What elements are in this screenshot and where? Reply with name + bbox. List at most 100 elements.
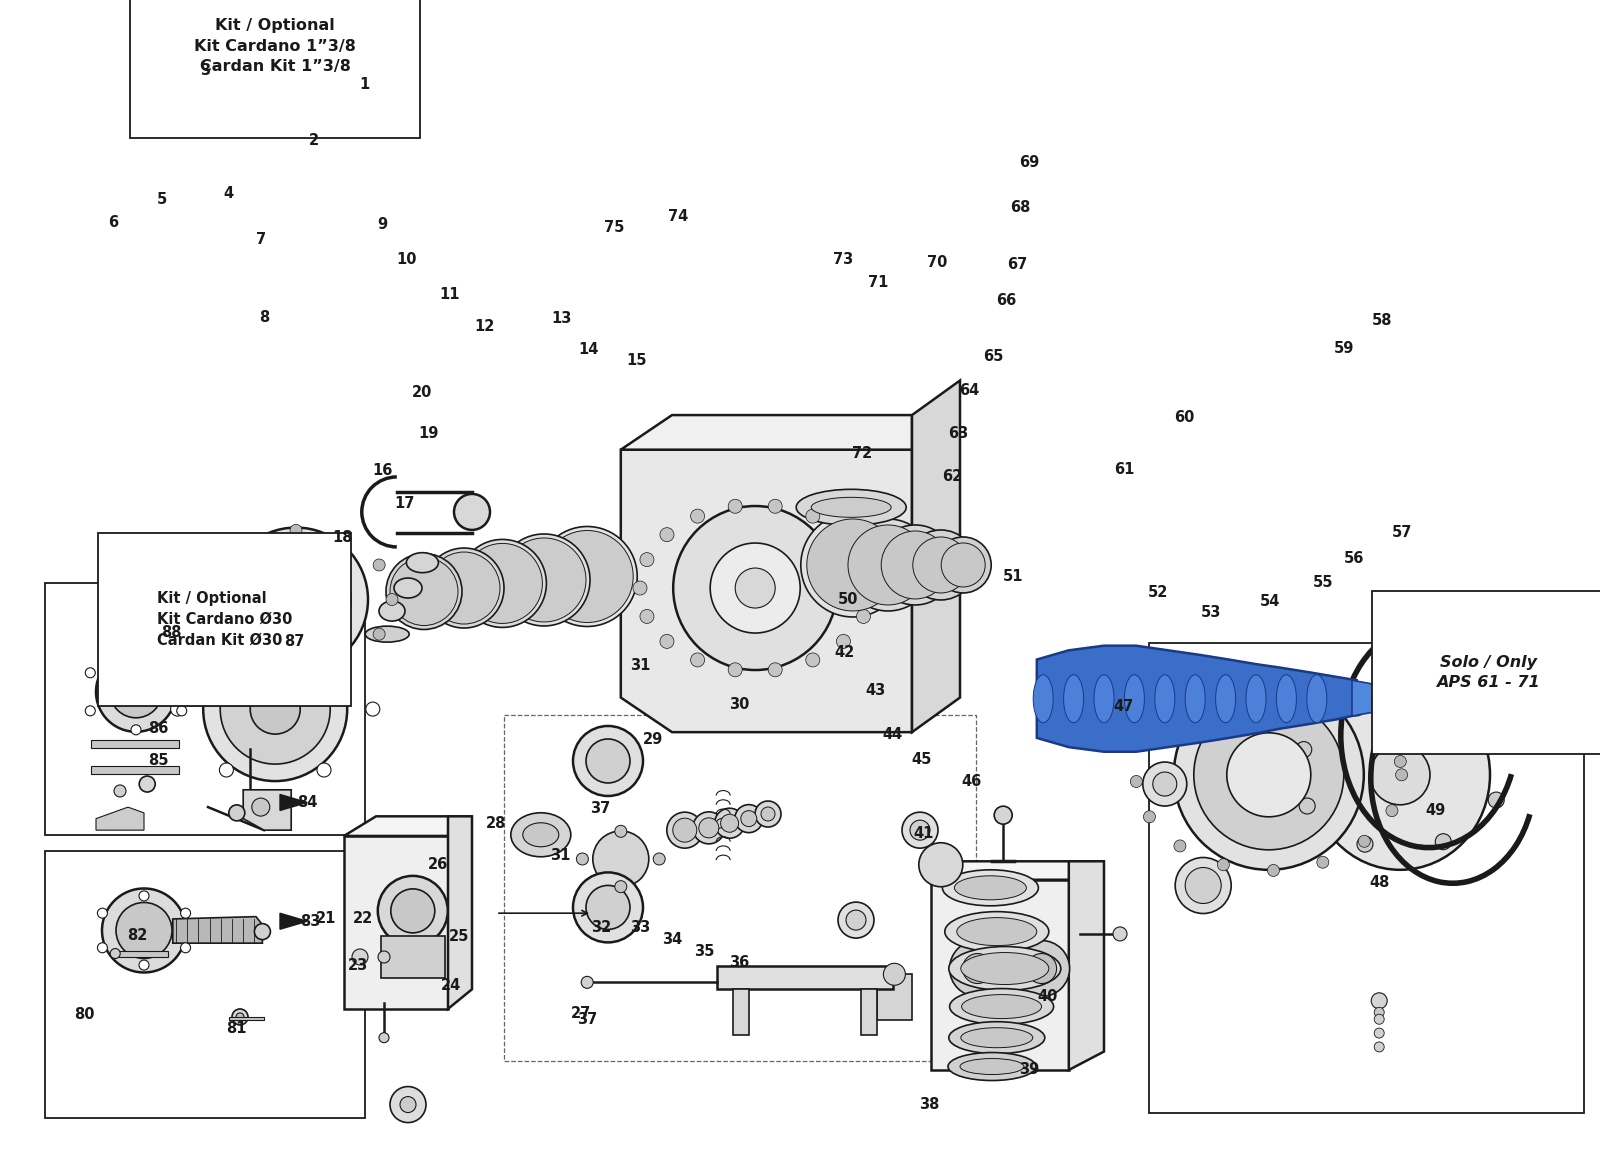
Text: 16: 16 (373, 462, 392, 478)
Circle shape (139, 960, 149, 970)
Polygon shape (931, 880, 1069, 1070)
Circle shape (290, 663, 302, 675)
Text: 9: 9 (378, 217, 387, 233)
Text: 85: 85 (149, 753, 168, 769)
Circle shape (875, 525, 955, 605)
Text: 4: 4 (224, 186, 234, 202)
Circle shape (691, 653, 704, 666)
Text: 2: 2 (309, 133, 318, 149)
Circle shape (1374, 1028, 1384, 1038)
Polygon shape (166, 678, 256, 706)
Circle shape (458, 540, 546, 627)
Circle shape (98, 943, 107, 952)
Text: 46: 46 (962, 774, 981, 790)
Ellipse shape (947, 1053, 1037, 1080)
Ellipse shape (510, 813, 571, 857)
Circle shape (573, 873, 643, 942)
Circle shape (912, 537, 970, 593)
Text: 35: 35 (694, 943, 714, 959)
Circle shape (806, 653, 819, 666)
Bar (1149, 643, 1584, 1113)
Circle shape (576, 853, 589, 865)
Circle shape (206, 628, 219, 640)
Circle shape (883, 963, 906, 986)
Circle shape (424, 548, 504, 628)
Circle shape (1299, 677, 1312, 688)
Text: Solo / Only
APS 61 - 71: Solo / Only APS 61 - 71 (1437, 655, 1539, 691)
Text: 63: 63 (949, 425, 968, 442)
Text: 47: 47 (1114, 699, 1133, 715)
Circle shape (462, 543, 542, 624)
Circle shape (1427, 698, 1443, 714)
Polygon shape (1037, 646, 1357, 752)
Circle shape (1027, 954, 1056, 984)
Ellipse shape (957, 918, 1037, 945)
Circle shape (906, 530, 976, 600)
Circle shape (110, 949, 120, 958)
Circle shape (219, 641, 234, 655)
Circle shape (1142, 762, 1187, 806)
Ellipse shape (960, 1027, 1034, 1048)
Circle shape (254, 924, 270, 940)
Circle shape (1144, 811, 1155, 823)
Circle shape (181, 943, 190, 952)
Text: 23: 23 (349, 957, 368, 973)
Circle shape (741, 811, 757, 827)
Text: 67: 67 (1008, 256, 1027, 272)
Text: 3: 3 (200, 62, 210, 78)
Text: 11: 11 (440, 286, 459, 302)
Circle shape (842, 519, 934, 611)
Text: 22: 22 (354, 911, 373, 927)
Text: 86: 86 (149, 721, 168, 737)
Circle shape (338, 654, 350, 665)
Bar (45, 583, 365, 835)
Polygon shape (1069, 861, 1104, 1070)
Ellipse shape (365, 626, 410, 642)
Polygon shape (861, 989, 877, 1035)
Circle shape (728, 663, 742, 677)
Circle shape (114, 785, 126, 797)
Ellipse shape (962, 995, 1042, 1018)
Text: 52: 52 (1149, 585, 1168, 601)
Circle shape (242, 636, 254, 650)
Circle shape (1395, 769, 1408, 781)
Text: 37: 37 (590, 800, 610, 816)
Text: 48: 48 (1370, 874, 1389, 890)
Circle shape (85, 668, 96, 678)
Circle shape (1371, 993, 1387, 1009)
Circle shape (715, 808, 744, 838)
Text: 7: 7 (256, 232, 266, 248)
Text: 41: 41 (914, 826, 933, 842)
Circle shape (837, 634, 851, 648)
Text: 28: 28 (486, 815, 506, 831)
Text: 33: 33 (630, 919, 650, 935)
Circle shape (640, 552, 654, 566)
Text: 18: 18 (333, 529, 352, 545)
Text: 81: 81 (227, 1020, 246, 1037)
Ellipse shape (379, 601, 405, 621)
Text: 19: 19 (419, 425, 438, 442)
Circle shape (176, 668, 187, 678)
Circle shape (934, 537, 990, 593)
Text: 25: 25 (450, 928, 469, 944)
Ellipse shape (797, 489, 906, 526)
Text: 61: 61 (1115, 461, 1134, 477)
Text: 37: 37 (578, 1011, 597, 1027)
Circle shape (373, 559, 386, 571)
Circle shape (918, 843, 963, 887)
Ellipse shape (1277, 675, 1296, 723)
Text: 8: 8 (259, 309, 269, 325)
Text: 88: 88 (162, 625, 181, 641)
Circle shape (1174, 680, 1363, 869)
Text: 5: 5 (157, 191, 166, 208)
Circle shape (581, 977, 594, 988)
Circle shape (98, 909, 107, 918)
Ellipse shape (1034, 675, 1053, 723)
Circle shape (242, 544, 350, 655)
Text: 39: 39 (1019, 1062, 1038, 1078)
Text: 50: 50 (838, 591, 858, 608)
Polygon shape (717, 966, 893, 989)
Circle shape (131, 725, 141, 734)
Circle shape (1344, 693, 1357, 706)
Circle shape (1227, 733, 1310, 816)
